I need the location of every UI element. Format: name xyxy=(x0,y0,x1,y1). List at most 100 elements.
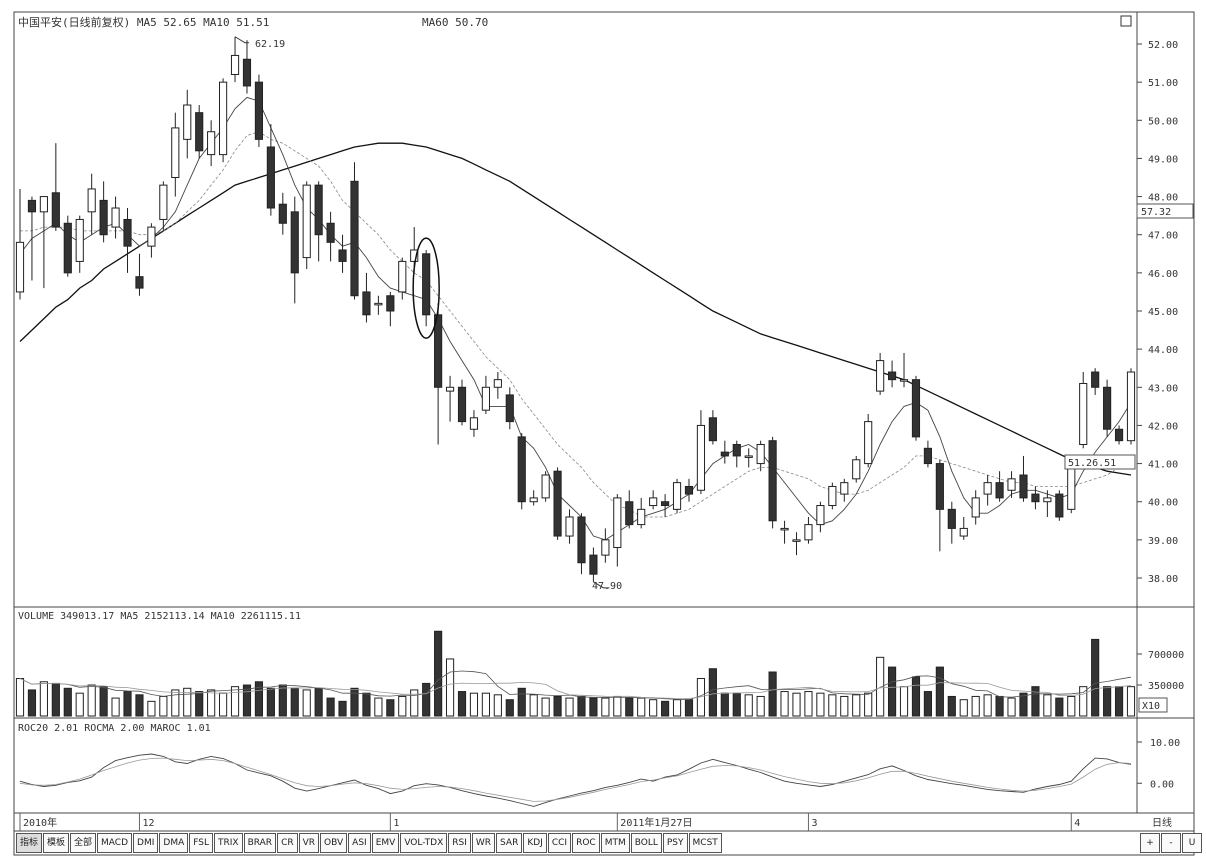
candle xyxy=(995,471,1004,502)
candle xyxy=(1091,368,1100,395)
candle xyxy=(983,475,992,506)
volume-bar xyxy=(720,692,729,717)
indicator-tab[interactable]: CR xyxy=(277,833,298,853)
corner-button[interactable]: U xyxy=(1182,833,1202,853)
indicator-tab[interactable]: FSL xyxy=(189,833,213,853)
price-tick-label: 48.00 xyxy=(1148,193,1178,204)
osc-series xyxy=(19,757,1132,802)
candle-body xyxy=(1007,478,1016,491)
volume-bar xyxy=(1007,697,1016,717)
low-price-label: 47.90 xyxy=(592,581,622,592)
volume-bar xyxy=(27,689,37,717)
volume-bar xyxy=(1091,638,1100,717)
candle xyxy=(314,181,323,262)
volume-ma-line xyxy=(19,678,1132,700)
indicator-tab[interactable]: MACD xyxy=(97,833,133,853)
candle-body xyxy=(947,508,956,529)
candle-body xyxy=(625,501,634,526)
indicator-tab[interactable]: 全部 xyxy=(70,833,97,853)
osc-tick-label: 0.00 xyxy=(1150,779,1174,790)
price-tick-label: 52.00 xyxy=(1148,40,1178,51)
indicator-tab[interactable]: VOL-TDX xyxy=(400,833,448,853)
candle-body xyxy=(493,379,502,388)
corner-button[interactable]: + xyxy=(1140,833,1160,853)
indicator-tab[interactable]: KDJ xyxy=(523,833,547,853)
high-price-label: 62.19 xyxy=(255,39,285,50)
indicator-tab[interactable]: BOLL xyxy=(630,833,662,853)
candle xyxy=(75,215,84,273)
candle xyxy=(207,120,216,167)
candle xyxy=(708,410,717,445)
indicator-tab[interactable]: ASI xyxy=(348,833,371,853)
candle xyxy=(541,471,550,502)
right-marker-box xyxy=(1136,203,1194,219)
date-label: 4 xyxy=(1074,818,1080,829)
volume-bar xyxy=(804,691,813,717)
indicator-tab[interactable]: ROC xyxy=(572,833,600,853)
window-toggle-icon[interactable] xyxy=(1120,15,1132,27)
indicator-tab[interactable]: CCI xyxy=(547,833,572,853)
candle-body xyxy=(864,421,873,465)
price-axis: 52.00 51.00 50.00 49.00 48.00 47.00 46.00 45.00… xyxy=(1137,40,1178,585)
indicator-tab[interactable]: DMA xyxy=(159,833,189,853)
indicator-tab[interactable]: BRAR xyxy=(243,833,277,853)
indicator-tab[interactable]: OBV xyxy=(320,833,348,853)
volume-unit-label: X10 xyxy=(1142,701,1160,712)
candle xyxy=(362,272,371,323)
period-label[interactable]: 日线 xyxy=(1152,816,1172,829)
candle xyxy=(171,112,180,197)
indicator-tab[interactable]: WR xyxy=(471,833,496,853)
indicator-tab[interactable]: EMV xyxy=(371,833,400,853)
candle-body xyxy=(278,203,287,224)
volume-bar xyxy=(553,695,562,717)
indicator-tab[interactable]: MTM xyxy=(600,833,630,853)
candle xyxy=(422,249,431,327)
candles xyxy=(15,36,1136,582)
candle-body xyxy=(1043,497,1052,503)
candle-body xyxy=(51,192,60,228)
volume-bar xyxy=(505,699,514,717)
volume-bar xyxy=(876,656,885,717)
candle xyxy=(613,494,622,567)
indicator-tab[interactable]: DMI xyxy=(133,833,159,853)
volume-bar xyxy=(135,694,144,717)
indicator-tab[interactable]: PSY xyxy=(662,833,688,853)
volume-bar xyxy=(995,695,1004,717)
candle xyxy=(625,490,634,529)
indicator-tab[interactable]: TRIX xyxy=(214,833,243,853)
candle-body xyxy=(1091,371,1100,388)
indicator-tab[interactable]: SAR xyxy=(496,833,523,853)
volume-bar xyxy=(732,692,741,717)
indicator-tab[interactable]: 指标 xyxy=(16,833,43,853)
indicator-tab[interactable]: 模板 xyxy=(43,833,70,853)
volume-bar xyxy=(517,687,526,717)
candle xyxy=(338,234,347,273)
candle-body xyxy=(87,188,96,213)
candle xyxy=(374,295,383,315)
candle-body xyxy=(314,184,323,236)
volume-bar xyxy=(768,671,777,717)
candle xyxy=(971,490,980,525)
volume-bar xyxy=(923,691,932,717)
candle xyxy=(911,375,921,441)
corner-button[interactable]: - xyxy=(1161,833,1181,853)
volume-bar xyxy=(708,668,717,717)
date-label: 12 xyxy=(142,818,154,829)
volume-bar xyxy=(338,700,347,717)
indicator-tab[interactable]: VR xyxy=(298,833,320,853)
candle-body xyxy=(935,463,944,510)
indicator-tab[interactable]: MCST xyxy=(688,833,722,853)
indicator-tab[interactable]: RSI xyxy=(448,833,471,853)
volume-bar xyxy=(326,697,335,717)
candle-body xyxy=(183,104,192,140)
volume-bar xyxy=(601,697,610,717)
volume-bar xyxy=(959,699,968,717)
volume-bar xyxy=(1055,697,1064,717)
candle xyxy=(589,547,598,582)
ma60-line xyxy=(19,142,1132,476)
volume-bar xyxy=(493,694,502,717)
candle xyxy=(87,173,96,235)
candle-body xyxy=(75,218,84,262)
candle xyxy=(1019,455,1028,502)
volume-bar xyxy=(577,695,586,717)
